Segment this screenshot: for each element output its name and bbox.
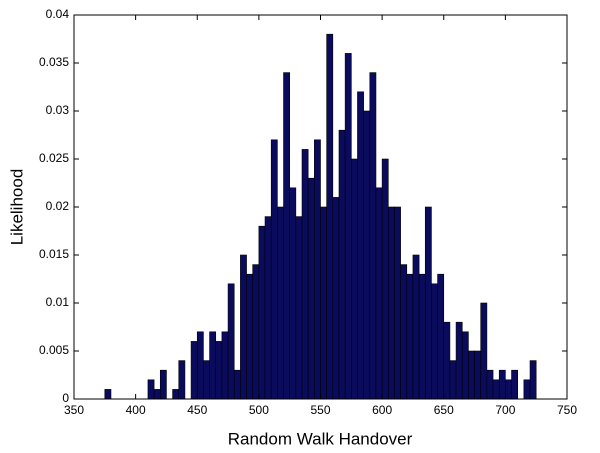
bar <box>505 379 512 400</box>
bar <box>190 341 198 400</box>
y-tick-label: 0.015 <box>39 247 69 261</box>
bar <box>449 360 457 400</box>
bar <box>147 379 155 400</box>
x-tick-label: 700 <box>495 403 515 417</box>
bar <box>480 302 488 400</box>
bar <box>400 264 408 400</box>
y-tick-label: 0.02 <box>46 199 70 213</box>
bar <box>277 206 284 400</box>
bar <box>381 158 389 400</box>
bar <box>264 216 272 400</box>
bar <box>270 139 278 400</box>
bar <box>301 149 309 400</box>
bar <box>314 139 321 400</box>
bar <box>246 273 254 400</box>
bar <box>387 206 395 400</box>
y-axis-title: Likelihood <box>7 169 26 246</box>
bar <box>498 369 506 400</box>
bar <box>196 331 204 400</box>
bar <box>332 197 340 400</box>
bar <box>406 273 414 400</box>
bar <box>215 341 223 400</box>
bar <box>424 206 432 400</box>
bar <box>351 158 358 400</box>
bar <box>357 91 364 400</box>
x-axis-title: Random Walk Handover <box>228 429 413 448</box>
bar <box>486 369 494 400</box>
y-tick-label: 0.01 <box>46 295 70 309</box>
bar <box>153 389 161 400</box>
bar <box>363 110 371 400</box>
bar <box>221 331 229 400</box>
bar <box>227 283 235 400</box>
bar <box>529 360 537 400</box>
y-tick-label: 0 <box>62 391 69 405</box>
bar <box>289 187 297 400</box>
bar <box>437 273 445 400</box>
bar <box>511 369 519 400</box>
x-tick-label: 400 <box>126 403 146 417</box>
bar <box>455 321 463 400</box>
bar <box>104 389 112 400</box>
bar <box>443 321 451 400</box>
bar <box>178 360 186 400</box>
bar <box>159 369 167 400</box>
bar <box>307 177 315 400</box>
bar <box>431 283 438 400</box>
y-tick-label: 0.025 <box>39 151 69 165</box>
x-tick-label: 600 <box>372 403 392 417</box>
bar <box>240 254 247 400</box>
bar <box>375 187 383 400</box>
x-tick-label: 650 <box>434 403 454 417</box>
bar <box>326 33 334 400</box>
x-tick-label: 450 <box>187 403 207 417</box>
x-tick-label: 500 <box>249 403 269 417</box>
bar <box>468 350 475 400</box>
bar <box>172 389 180 400</box>
x-tick-label: 350 <box>64 403 84 417</box>
bar <box>474 350 482 400</box>
y-tick-label: 0.005 <box>39 343 69 357</box>
bar <box>209 331 217 400</box>
bar <box>412 254 420 400</box>
bar <box>461 331 469 400</box>
bar <box>203 360 210 400</box>
bar <box>295 216 303 400</box>
bar <box>394 206 401 400</box>
bar <box>523 379 531 400</box>
bar <box>320 206 327 400</box>
y-tick-label: 0.03 <box>46 103 70 117</box>
bar <box>258 225 266 400</box>
y-tick-label: 0.035 <box>39 55 69 69</box>
x-tick-label: 750 <box>557 403 577 417</box>
bar <box>233 369 241 400</box>
bar <box>283 72 290 400</box>
x-tick-label: 550 <box>310 403 330 417</box>
y-tick-label: 0.04 <box>46 7 70 21</box>
bar <box>369 72 377 400</box>
bar <box>338 129 346 400</box>
bar <box>492 379 500 400</box>
bar <box>252 264 260 400</box>
bar <box>418 273 426 400</box>
bar <box>344 53 352 400</box>
